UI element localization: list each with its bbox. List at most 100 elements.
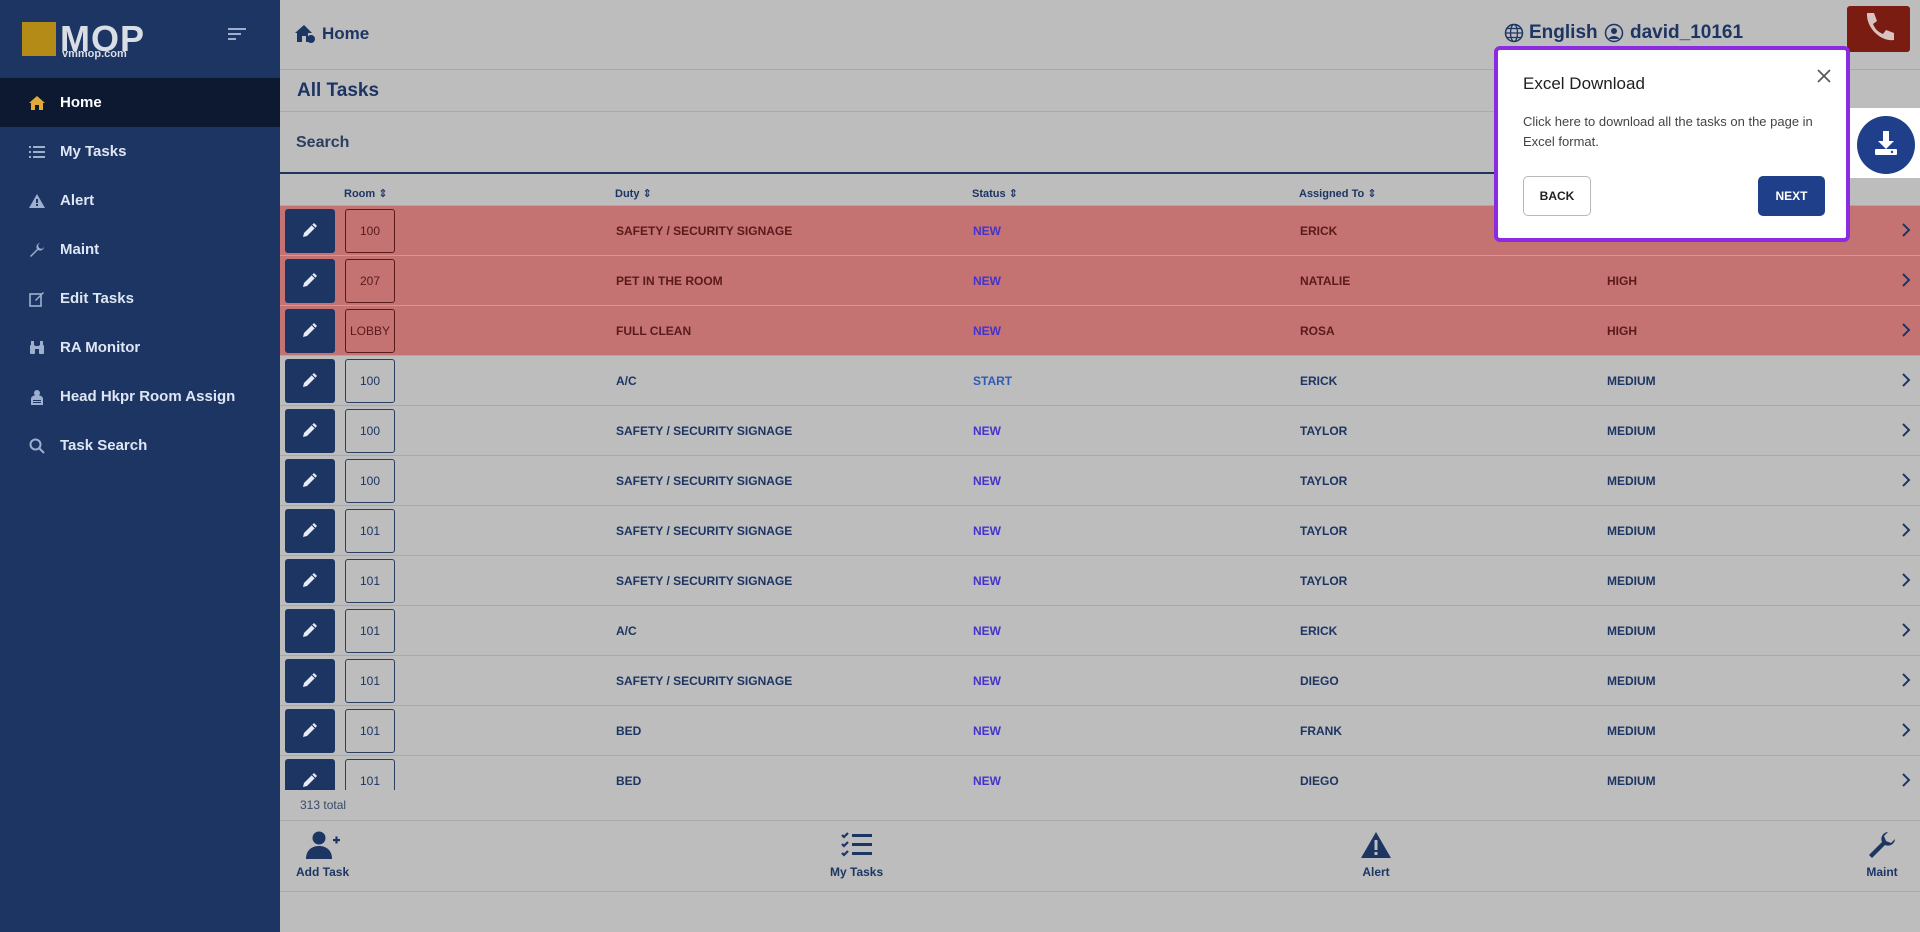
table-row[interactable]: 101 BED NEW FRANK MEDIUM [280, 706, 1920, 756]
chevron-right-icon[interactable] [1900, 222, 1912, 238]
table-row[interactable]: 100 A/C START ERICK MEDIUM [280, 356, 1920, 406]
table-header: Room ⇕ Duty ⇕ Status ⇕ Assigned To ⇕ [280, 180, 1920, 206]
chevron-right-icon[interactable] [1900, 672, 1912, 688]
add-task-button[interactable]: Add Task [296, 829, 349, 879]
priority-cell: MEDIUM [1607, 474, 1656, 488]
bottom-action-bar: Add Task My Tasks Alert Maint [280, 820, 1920, 892]
maint-button[interactable]: Maint [1864, 829, 1900, 879]
pencil-icon [300, 770, 320, 791]
chevron-right-icon[interactable] [1900, 272, 1912, 288]
chevron-right-icon[interactable] [1900, 422, 1912, 438]
next-button[interactable]: NEXT [1758, 176, 1825, 216]
edit-task-button[interactable] [285, 559, 335, 603]
table-row[interactable]: 100 SAFETY / SECURITY SIGNAGE NEW TAYLOR… [280, 456, 1920, 506]
search-input[interactable]: Search [296, 134, 350, 151]
language-selector[interactable]: English [1504, 22, 1598, 44]
status-cell: NEW [973, 574, 1001, 588]
chevron-right-icon[interactable] [1900, 622, 1912, 638]
pencil-icon [300, 670, 320, 693]
table-row[interactable]: 101 SAFETY / SECURITY SIGNAGE NEW DIEGO … [280, 656, 1920, 706]
assigned-to-cell: TAYLOR [1300, 574, 1348, 588]
table-row[interactable]: 101 SAFETY / SECURITY SIGNAGE NEW TAYLOR… [280, 506, 1920, 556]
column-header-duty[interactable]: Duty ⇕ [615, 188, 652, 200]
room-number[interactable]: LOBBY [345, 309, 395, 353]
alert-button[interactable]: Alert [1358, 829, 1394, 879]
sidebar-item-maint[interactable]: Maint [0, 225, 280, 274]
chevron-right-icon[interactable] [1900, 322, 1912, 338]
column-header-assigned-to[interactable]: Assigned To ⇕ [1299, 188, 1377, 200]
username: david_10161 [1630, 22, 1744, 43]
sidebar-item-my-tasks[interactable]: My Tasks [0, 127, 280, 176]
my-tasks-button[interactable]: My Tasks [830, 829, 883, 879]
edit-task-button[interactable] [285, 209, 335, 253]
column-header-status[interactable]: Status ⇕ [972, 188, 1018, 200]
table-row[interactable]: 207 PET IN THE ROOM NEW NATALIE HIGH [280, 256, 1920, 306]
status-cell: NEW [973, 274, 1001, 288]
duty-cell: FULL CLEAN [616, 324, 692, 338]
room-number[interactable]: 101 [345, 709, 395, 753]
edit-task-button[interactable] [285, 459, 335, 503]
room-number[interactable]: 101 [345, 659, 395, 703]
chevron-right-icon[interactable] [1900, 572, 1912, 588]
close-icon[interactable] [1816, 68, 1832, 84]
chevron-right-icon[interactable] [1900, 472, 1912, 488]
sidebar-item-label: Task Search [60, 437, 148, 454]
sidebar-item-ra-monitor[interactable]: RA Monitor [0, 323, 280, 372]
sidebar-item-task-search[interactable]: Task Search [0, 421, 280, 470]
room-number[interactable]: 100 [345, 209, 395, 253]
edit-task-button[interactable] [285, 409, 335, 453]
breadcrumb[interactable]: Home [294, 24, 369, 44]
edit-task-button[interactable] [285, 509, 335, 553]
edit-task-button[interactable] [285, 759, 335, 790]
user-menu[interactable]: david_10161 [1604, 22, 1743, 44]
table-row[interactable]: 101 BED NEW DIEGO MEDIUM [280, 756, 1920, 790]
sidebar: MOP vmmop.com Home My Tasks Alert M [0, 0, 280, 932]
edit-task-button[interactable] [285, 609, 335, 653]
duty-cell: SAFETY / SECURITY SIGNAGE [616, 424, 793, 438]
room-number[interactable]: 101 [345, 559, 395, 603]
sidebar-item-label: Home [60, 94, 102, 111]
excel-download-button[interactable] [1857, 116, 1915, 174]
search-bar[interactable]: Search [280, 112, 1920, 174]
room-number[interactable]: 100 [345, 359, 395, 403]
edit-task-button[interactable] [285, 309, 335, 353]
chevron-right-icon[interactable] [1900, 372, 1912, 388]
priority-cell: MEDIUM [1607, 374, 1656, 388]
phone-button[interactable] [1847, 6, 1910, 52]
sidebar-item-head-hkpr-room-assign[interactable]: Head Hkpr Room Assign [0, 372, 280, 421]
assigned-to-cell: TAYLOR [1300, 474, 1348, 488]
room-number[interactable]: 101 [345, 759, 395, 790]
sidebar-item-edit-tasks[interactable]: Edit Tasks [0, 274, 280, 323]
status-cell: NEW [973, 724, 1001, 738]
room-number[interactable]: 101 [345, 509, 395, 553]
edit-task-button[interactable] [285, 259, 335, 303]
room-number[interactable]: 207 [345, 259, 395, 303]
duty-cell: A/C [616, 624, 637, 638]
column-header-room[interactable]: Room ⇕ [344, 188, 388, 200]
sidebar-item-label: My Tasks [60, 143, 127, 160]
home-icon [28, 94, 46, 112]
chevron-right-icon[interactable] [1900, 522, 1912, 538]
pencil-icon [300, 720, 320, 743]
edit-task-button[interactable] [285, 659, 335, 703]
table-row[interactable]: 101 A/C NEW ERICK MEDIUM [280, 606, 1920, 656]
chevron-right-icon[interactable] [1900, 722, 1912, 738]
back-button[interactable]: BACK [1523, 176, 1591, 216]
assigned-to-cell: DIEGO [1300, 774, 1339, 788]
room-number[interactable]: 100 [345, 459, 395, 503]
status-cell: NEW [973, 224, 1001, 238]
room-number[interactable]: 101 [345, 609, 395, 653]
brand-logo[interactable]: MOP vmmop.com [22, 18, 182, 60]
edit-task-button[interactable] [285, 709, 335, 753]
sidebar-item-alert[interactable]: Alert [0, 176, 280, 225]
menu-toggle-icon[interactable] [228, 28, 248, 42]
status-cell: NEW [973, 474, 1001, 488]
table-row[interactable]: 101 SAFETY / SECURITY SIGNAGE NEW TAYLOR… [280, 556, 1920, 606]
sidebar-item-home[interactable]: Home [0, 78, 280, 127]
edit-task-button[interactable] [285, 359, 335, 403]
table-row[interactable]: 100 SAFETY / SECURITY SIGNAGE NEW TAYLOR… [280, 406, 1920, 456]
room-number[interactable]: 100 [345, 409, 395, 453]
duty-cell: A/C [616, 374, 637, 388]
chevron-right-icon[interactable] [1900, 772, 1912, 788]
table-row[interactable]: LOBBY FULL CLEAN NEW ROSA HIGH [280, 306, 1920, 356]
